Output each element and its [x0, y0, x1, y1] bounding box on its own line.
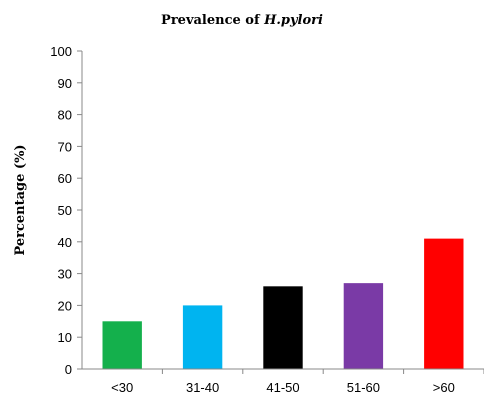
y-axis: 0 10 20 30 40 50 60 70 80 90 100	[50, 44, 82, 377]
bars	[102, 238, 464, 369]
y-tick-label: 90	[58, 76, 72, 91]
y-axis-label: Percentage (%)	[13, 144, 28, 255]
y-tick-label: 60	[58, 171, 72, 186]
bar	[102, 321, 142, 369]
y-tick-label: 50	[58, 203, 72, 218]
x-tick-label: 51-60	[347, 380, 380, 395]
x-axis: <30 31-40 41-50 51-60 >60	[111, 369, 484, 395]
bar	[263, 286, 303, 369]
x-tick-label: <30	[111, 380, 133, 395]
chart-title-italic: H.pylori	[263, 13, 323, 28]
x-tick-label: 41-50	[266, 380, 299, 395]
x-tick-label: 31-40	[186, 380, 219, 395]
y-tick-label: 10	[58, 330, 72, 345]
bar	[343, 283, 384, 369]
chart-title-plain: Prevalence of	[161, 13, 264, 28]
y-tick-label: 40	[58, 235, 72, 250]
chart-title: Prevalence of H.pylori	[161, 13, 323, 28]
y-tick-label: 100	[50, 44, 72, 59]
y-tick-label: 70	[58, 139, 72, 154]
y-tick-label: 30	[58, 267, 72, 282]
y-tick-label: 0	[65, 362, 72, 377]
bar	[182, 305, 223, 369]
x-tick-label: >60	[433, 380, 455, 395]
y-tick-label: 80	[58, 108, 72, 123]
bar	[424, 238, 464, 369]
y-tick-label: 20	[58, 298, 72, 313]
